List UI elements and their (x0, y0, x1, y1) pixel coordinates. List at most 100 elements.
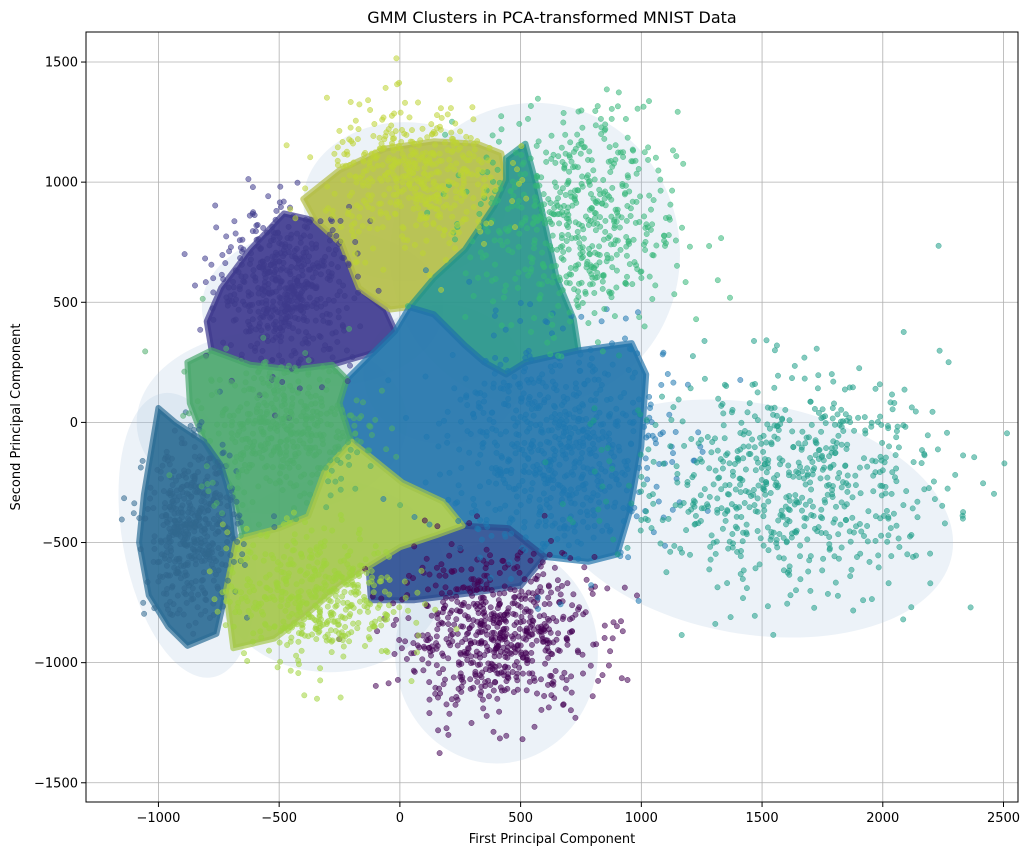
scatter-point (593, 641, 600, 648)
scatter-point (487, 574, 494, 581)
scatter-point (357, 323, 364, 330)
scatter-point (571, 464, 578, 471)
scatter-point (156, 558, 163, 565)
scatter-point (1004, 430, 1010, 437)
scatter-point (630, 236, 637, 243)
scatter-point (269, 303, 276, 310)
scatter-point (437, 214, 444, 221)
scatter-point (121, 495, 128, 502)
scatter-point (879, 439, 886, 446)
scatter-point (238, 273, 245, 280)
scatter-point (512, 485, 519, 492)
scatter-point (300, 317, 307, 323)
scatter-point (276, 284, 283, 291)
scatter-point (550, 334, 557, 341)
scatter-point (238, 261, 245, 268)
scatter-point (539, 559, 546, 566)
scatter-point (368, 568, 375, 574)
scatter-point (483, 432, 490, 439)
scatter-point (488, 532, 495, 539)
scatter-point (264, 463, 270, 469)
scatter-point (608, 213, 615, 220)
scatter-point (648, 525, 655, 532)
scatter-point (322, 253, 329, 260)
scatter-point (559, 325, 566, 332)
scatter-point (733, 513, 740, 520)
scatter-point (314, 559, 321, 566)
scatter-point (401, 578, 408, 585)
scatter-point (452, 245, 458, 252)
scatter-point (837, 521, 844, 528)
scatter-point (744, 409, 751, 416)
scatter-point (510, 635, 517, 642)
scatter-point (321, 557, 328, 564)
scatter-point (308, 413, 315, 420)
scatter-point (426, 272, 433, 279)
scatter-point (543, 158, 550, 165)
scatter-point (652, 422, 659, 428)
scatter-point (528, 328, 534, 335)
scatter-point (365, 608, 371, 615)
scatter-point (548, 537, 554, 544)
scatter-point (496, 735, 503, 742)
scatter-point (375, 550, 381, 556)
scatter-point (415, 632, 422, 639)
scatter-point (317, 271, 324, 278)
scatter-point (237, 357, 244, 364)
scatter-point (471, 146, 478, 153)
scatter-point (462, 375, 469, 382)
scatter-point (503, 678, 510, 685)
scatter-point (545, 654, 552, 661)
scatter-point (613, 284, 620, 291)
scatter-point (889, 406, 896, 413)
scatter-point (192, 540, 199, 547)
scatter-point (301, 692, 308, 699)
scatter-point (303, 403, 310, 410)
scatter-point (334, 292, 341, 299)
scatter-point (227, 552, 234, 559)
scatter-point (522, 171, 529, 177)
scatter-point (652, 154, 659, 161)
scatter-point (287, 594, 294, 601)
scatter-point (518, 152, 525, 158)
scatter-point (604, 585, 611, 592)
x-axis-title: First Principal Component (469, 832, 636, 847)
scatter-point (307, 547, 314, 554)
scatter-point (542, 647, 549, 654)
scatter-point (164, 457, 171, 464)
scatter-point (163, 543, 170, 550)
scatter-point (235, 306, 242, 313)
scatter-point (181, 440, 188, 447)
scatter-point (521, 463, 528, 469)
scatter-point (542, 459, 549, 466)
scatter-point (257, 365, 263, 372)
scatter-point (329, 354, 336, 361)
scatter-point (752, 508, 759, 515)
scatter-point (635, 166, 642, 172)
scatter-point (627, 213, 634, 219)
scatter-point (617, 394, 624, 401)
scatter-point (934, 446, 941, 453)
scatter-point (609, 163, 616, 170)
scatter-point (844, 488, 851, 495)
scatter-point (599, 285, 606, 292)
scatter-point (583, 508, 590, 515)
scatter-point (366, 422, 373, 429)
scatter-point (232, 609, 239, 616)
scatter-point (798, 446, 805, 453)
scatter-point (470, 195, 477, 202)
scatter-point (306, 384, 313, 391)
scatter-point (649, 432, 656, 439)
scatter-point (900, 329, 907, 335)
scatter-point (607, 411, 614, 417)
scatter-point (668, 416, 675, 423)
scatter-point (580, 482, 587, 488)
scatter-point (895, 444, 902, 451)
scatter-point (624, 466, 631, 473)
scatter-point (508, 322, 515, 329)
scatter-point (534, 95, 541, 102)
scatter-point (466, 520, 473, 527)
scatter-point (697, 456, 704, 463)
scatter-point (375, 604, 382, 611)
scatter-point (345, 603, 352, 610)
